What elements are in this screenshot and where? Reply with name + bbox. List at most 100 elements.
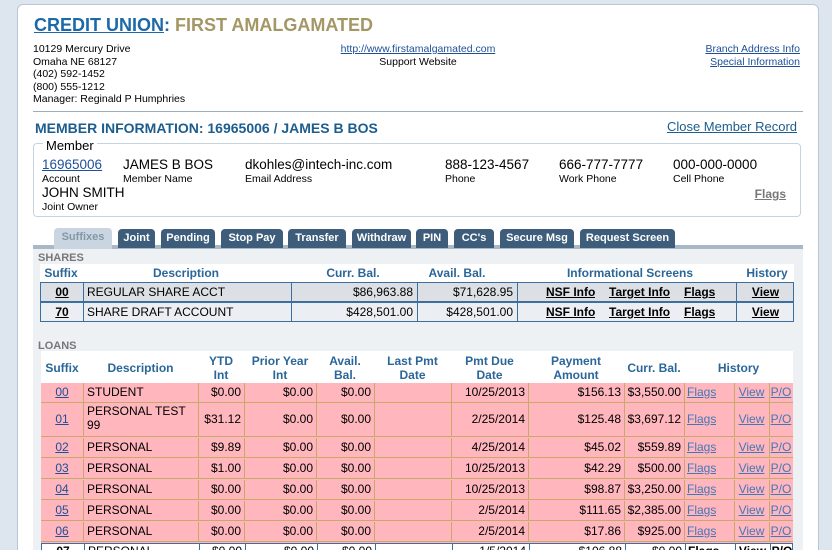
loan-prior-year-int: $0.00	[282, 503, 313, 517]
loan-payment-amount: $125.48	[577, 412, 621, 426]
close-member-record-link[interactable]: Close Member Record	[666, 119, 797, 134]
loan-suffix-link[interactable]: 01	[55, 412, 69, 426]
account-number-link[interactable]: 16965006	[42, 157, 103, 172]
loan-flags-link[interactable]: Flags	[688, 542, 719, 550]
loan-suffix-link[interactable]: 06	[55, 524, 69, 538]
loans-col-history: History	[717, 361, 760, 375]
tab-secure-msg[interactable]: Secure Msg	[500, 229, 574, 248]
loan-payoff-link[interactable]: P/O	[770, 385, 792, 399]
loan-suffix-link[interactable]: 03	[55, 461, 69, 475]
tab-joint[interactable]: Joint	[118, 229, 155, 248]
special-information-link[interactable]: Special Information	[710, 55, 800, 68]
work-phone-label: Work Phone	[559, 173, 617, 185]
email-address: dkohles@intech-inc.com	[245, 157, 393, 172]
loan-flags-link[interactable]: Flags	[687, 461, 717, 475]
share-suffix-link[interactable]: 00	[55, 285, 69, 299]
member-flags-link[interactable]: Flags	[754, 187, 786, 201]
address-line: Manager: Reginald P Humphries	[33, 93, 186, 106]
tab-stop-pay[interactable]: Stop Pay	[221, 229, 283, 248]
shares-section-label: SHARES	[38, 252, 84, 264]
tab-ccs[interactable]: CC's	[454, 229, 494, 248]
loan-view-link[interactable]: View	[738, 461, 765, 475]
tab-request-screen[interactable]: Request Screen	[580, 229, 675, 248]
credit-union-link[interactable]: CREDIT UNION	[34, 15, 164, 35]
loan-prior-year-int: $0.00	[245, 542, 314, 550]
work-phone: 666-777-7777	[559, 157, 644, 172]
loan-description: PERSONAL	[87, 524, 153, 538]
share-view-link[interactable]: View	[751, 285, 780, 299]
branch-address-info-link[interactable]: Branch Address Info	[705, 43, 800, 55]
share-view-link[interactable]: View	[751, 305, 780, 319]
loan-ytd-int: $0.00	[210, 524, 241, 538]
loan-flags-link[interactable]: Flags	[687, 385, 717, 399]
loans-col-pmt-due-date: Pmt Due Date	[465, 354, 514, 382]
loans-col-ytd-int: YTD Int	[209, 354, 233, 382]
loan-payoff-link[interactable]: P/O	[770, 503, 792, 517]
loan-row: 00 STUDENT $0.00 $0.00 $0.00 10/25/2013 …	[41, 383, 793, 403]
loans-col-payment-amount: Payment Amount	[550, 354, 602, 382]
loan-view-link[interactable]: View	[738, 482, 765, 496]
tab-withdraw[interactable]: Withdraw	[352, 229, 411, 248]
loan-flags-link[interactable]: Flags	[687, 524, 717, 538]
loan-curr-bal: $0.00	[625, 542, 682, 550]
loan-avail-bal: $0.00	[340, 385, 371, 399]
loan-view-link[interactable]: View	[738, 503, 765, 517]
loan-view-link[interactable]: View	[738, 385, 765, 399]
loan-payoff-link[interactable]: P/O	[770, 440, 792, 454]
nsf-info-link[interactable]: NSF Info	[546, 305, 596, 319]
share-curr-bal: $428,501.00	[346, 305, 413, 319]
share-flags-link[interactable]: Flags	[684, 305, 716, 319]
header-divider	[33, 111, 803, 112]
loan-payoff-link[interactable]: P/O	[770, 412, 792, 426]
loan-flags-link[interactable]: Flags	[687, 482, 717, 496]
loan-prior-year-int: $0.00	[282, 440, 313, 454]
loan-payoff-link[interactable]: P/O	[770, 542, 794, 550]
loan-row: 03 PERSONAL $1.00 $0.00 $0.00 10/25/2013…	[41, 459, 793, 479]
loan-view-link[interactable]: View	[738, 440, 765, 454]
share-flags-link[interactable]: Flags	[684, 285, 716, 299]
loan-pmt-due-date: 1/5/2014	[452, 542, 526, 550]
loan-prior-year-int: $0.00	[282, 412, 313, 426]
tab-pin[interactable]: PIN	[416, 229, 448, 248]
loan-payoff-link[interactable]: P/O	[770, 482, 792, 496]
website-link[interactable]: http://www.firstamalgamated.com	[340, 43, 496, 55]
loan-avail-bal: $0.00	[340, 412, 371, 426]
loan-description: PERSONAL	[87, 440, 153, 454]
nsf-info-link[interactable]: NSF Info	[546, 285, 596, 299]
loan-flags-link[interactable]: Flags	[687, 412, 717, 426]
tab-pending[interactable]: Pending	[161, 229, 215, 248]
target-info-link[interactable]: Target Info	[609, 285, 671, 299]
loan-payoff-link[interactable]: P/O	[770, 524, 792, 538]
tab-suffixes[interactable]: Suffixes	[54, 228, 112, 249]
loan-flags-link[interactable]: Flags	[687, 503, 717, 517]
loan-suffix-link[interactable]: 00	[55, 385, 69, 399]
target-info-link[interactable]: Target Info	[609, 305, 671, 319]
phone: 888-123-4567	[445, 157, 530, 172]
loan-suffix-link[interactable]: 04	[55, 482, 69, 496]
loan-suffix-link[interactable]: 05	[55, 503, 69, 517]
loan-payment-amount: $156.13	[577, 385, 621, 399]
loan-avail-bal: $0.00	[340, 524, 371, 538]
tab-transfer[interactable]: Transfer	[288, 229, 346, 248]
loan-avail-bal: $0.00	[340, 503, 371, 517]
loan-suffix-link[interactable]: 07	[42, 542, 84, 550]
loan-ytd-int: $0.00	[210, 503, 241, 517]
website-label: Support Website	[379, 55, 457, 68]
loan-view-link[interactable]: View	[735, 542, 770, 550]
shares-col-description: Description	[152, 266, 219, 280]
loan-view-link[interactable]: View	[738, 412, 765, 426]
loan-payoff-link[interactable]: P/O	[770, 461, 792, 475]
branch-address: 10129 Mercury Drive Omaha NE 68127 (402)…	[33, 43, 185, 106]
loan-flags-link[interactable]: Flags	[687, 440, 717, 454]
loan-suffix-link[interactable]: 02	[55, 440, 69, 454]
loan-curr-bal: $3,697.12	[627, 412, 681, 426]
loan-pmt-due-date: 2/5/2014	[478, 524, 525, 538]
loan-curr-bal: $925.00	[637, 524, 681, 538]
loan-row: 06 PERSONAL $0.00 $0.00 $0.00 2/5/2014 $…	[41, 522, 793, 542]
loan-view-link[interactable]: View	[738, 524, 765, 538]
loan-pmt-due-date: 2/25/2014	[471, 412, 525, 426]
loan-curr-bal: $2,385.00	[627, 503, 681, 517]
share-row-70: 70 SHARE DRAFT ACCOUNT $428,501.00 $428,…	[40, 302, 794, 322]
share-suffix-link[interactable]: 70	[55, 305, 69, 319]
loans-col-avail-bal: Avail. Bal.	[329, 354, 361, 382]
